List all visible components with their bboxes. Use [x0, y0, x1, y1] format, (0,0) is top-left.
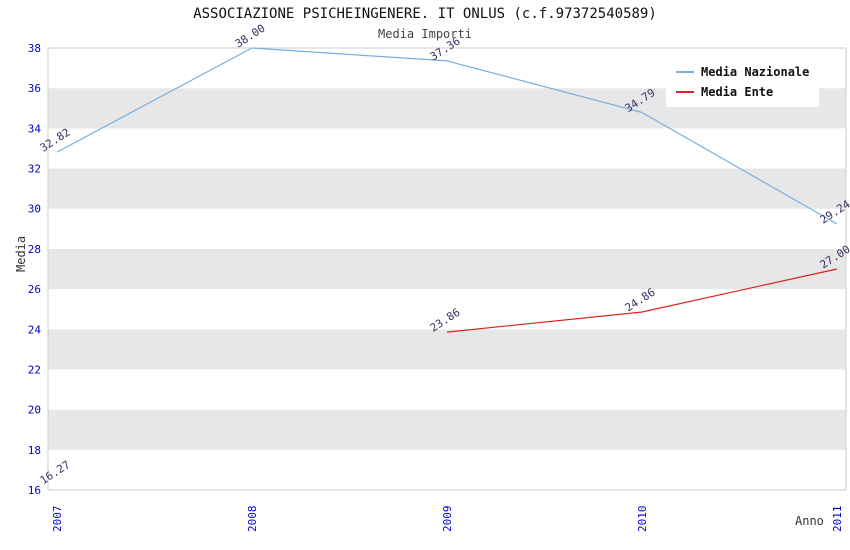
legend-label-media-nazionale: Media Nazionale	[701, 65, 810, 79]
x-tick-label: 2010	[636, 506, 649, 533]
legend-item-media-nazionale: Media Nazionale	[676, 62, 809, 82]
y-tick-label: 28	[28, 243, 41, 256]
chart-title: ASSOCIAZIONE PSICHEINGENERE. IT ONLUS (c…	[193, 6, 657, 22]
x-tick-label: 2007	[51, 506, 64, 533]
series-line-media-ente	[446, 268, 838, 333]
legend: Media Nazionale Media Ente	[666, 57, 820, 107]
series-line-media-nazionale	[56, 47, 838, 225]
x-axis-label: Anno	[795, 514, 824, 528]
y-tick-label: 24	[28, 323, 42, 336]
y-tick-label: 16	[28, 484, 41, 497]
grid-band	[48, 168, 846, 209]
grid-band	[48, 449, 846, 490]
y-tick-label: 30	[28, 203, 41, 216]
legend-item-media-ente: Media Ente	[676, 82, 809, 102]
grid-band	[48, 369, 846, 410]
grid-band	[48, 409, 846, 450]
x-tick-label: 2011	[831, 506, 844, 533]
y-tick-label: 18	[28, 444, 41, 457]
grid-band	[48, 248, 846, 290]
legend-swatch-media-ente-line-icon	[676, 91, 694, 93]
y-tick-label: 20	[28, 404, 41, 417]
y-axis-label: Media	[14, 235, 28, 272]
y-tick-label: 36	[28, 82, 41, 95]
legend-swatch-media-nazionale-line-icon	[676, 71, 694, 73]
grid-band	[48, 208, 846, 249]
y-tick-label: 32	[28, 163, 41, 176]
y-tick-label: 26	[28, 283, 41, 296]
chart-subtitle: Media Importi	[378, 27, 472, 41]
grid-band	[48, 128, 846, 169]
x-tick-label: 2008	[246, 506, 259, 533]
x-tick-label: 2009	[441, 506, 454, 533]
plot-border	[47, 47, 847, 491]
y-tick-label: 34	[28, 122, 42, 135]
legend-label-media-ente: Media Ente	[701, 85, 774, 99]
y-tick-label: 38	[28, 42, 41, 55]
y-tick-label: 22	[28, 363, 41, 376]
grid-band	[48, 329, 846, 370]
